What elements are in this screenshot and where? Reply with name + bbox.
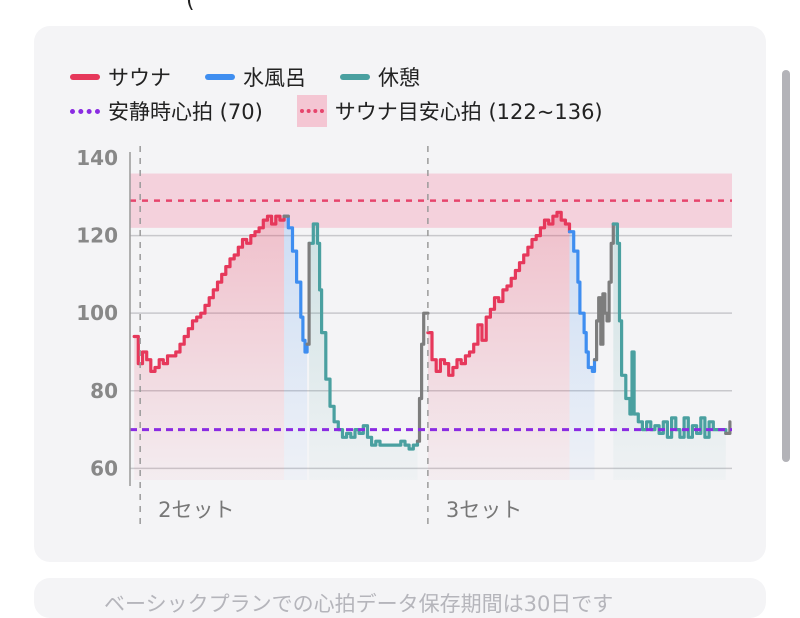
legend-target: サウナ目安心拍 (122~136) — [296, 95, 603, 127]
y-tick-140: 140 — [76, 146, 118, 170]
series-line-5 — [415, 311, 430, 443]
legend-rest: 休憩 — [340, 62, 420, 92]
legend-rest-swatch — [340, 74, 370, 80]
legend-cold-bath-swatch — [205, 74, 235, 80]
series-line-6 — [426, 210, 572, 377]
series-area-6 — [427, 212, 570, 481]
legend-sauna-swatch — [70, 74, 100, 80]
series-line-0 — [132, 214, 286, 373]
series-area-0 — [134, 216, 285, 480]
legend-resting-hr-label: 安静時心拍 (70) — [108, 100, 263, 124]
series-line-10 — [724, 420, 732, 435]
series-area-7 — [569, 231, 595, 480]
next-card-text: ベーシックプランでの心拍データ保存期間は30日です — [104, 592, 614, 616]
y-tick-120: 120 — [76, 224, 118, 248]
heart-rate-chart: 60 80 100 120 140 2セット 3セット — [76, 146, 732, 528]
legend-rest-label: 休憩 — [378, 66, 420, 90]
series-area-9 — [613, 224, 726, 480]
legend-target-label: サウナ目安心拍 (122~136) — [334, 100, 603, 124]
chart-legend: サウナ 水風呂 休憩 安静時心拍 (70) サウナ目安心拍 (122~136) — [70, 60, 750, 128]
legend-sauna-label: サウナ — [108, 66, 171, 90]
legend-cold-bath: 水風呂 — [205, 62, 306, 92]
y-tick-80: 80 — [90, 379, 118, 403]
next-card: ベーシックプランでの心拍データ保存期間は30日です — [34, 578, 766, 618]
series-line-1 — [282, 214, 309, 354]
legend-sauna: サウナ — [70, 62, 171, 92]
page-title-fragment: ( — [186, 0, 195, 13]
series-line-7 — [567, 230, 597, 373]
set-marker-label-2: 3セット — [446, 498, 522, 522]
legend-cold-bath-label: 水風呂 — [243, 66, 306, 90]
y-tick-100: 100 — [76, 301, 118, 325]
series-area-1 — [284, 216, 308, 480]
y-tick-60: 60 — [90, 456, 118, 480]
legend-resting-hr: 安静時心拍 (70) — [70, 96, 263, 126]
scrollbar[interactable] — [782, 70, 790, 462]
legend-target-swatch — [296, 95, 327, 127]
series-line-8 — [592, 222, 615, 362]
set-marker-label-1: 2セット — [158, 498, 234, 522]
series-line-9 — [611, 222, 728, 439]
series-line-4 — [305, 241, 311, 346]
legend-resting-hr-swatch — [70, 108, 100, 114]
